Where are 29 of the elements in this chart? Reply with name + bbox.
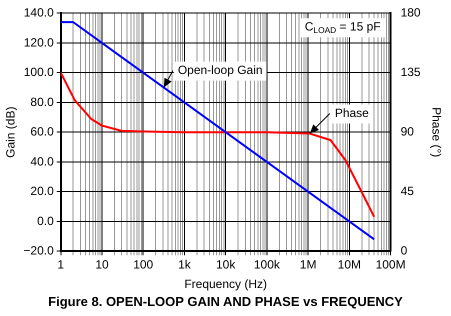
x-tick-label: 1	[57, 258, 64, 272]
y-tick-label: 140.0	[24, 6, 54, 20]
x-tick-label: 10k	[216, 258, 236, 272]
y-tick-label: 20.0	[30, 184, 54, 198]
y2-tick-label: 180	[400, 6, 421, 20]
y2-tick-label: 135	[400, 65, 421, 80]
y-tick-label: 60.0	[30, 124, 54, 139]
y-tick-label: 0.0	[37, 214, 54, 228]
x-tick-label: 1M	[300, 258, 316, 272]
y-tick-label: 120.0	[24, 35, 54, 50]
text: Figure 8. OPEN-LOOP GAIN AND PHASE vs FREQUENCY	[47, 294, 404, 309]
x-axis-title: Frequency (Hz)	[184, 277, 268, 292]
y-axis-title: Gain (dB)	[4, 106, 18, 158]
y-tick-label: 100.0	[24, 65, 54, 80]
x-tick-label: 100M	[376, 258, 406, 272]
x-tick-label: 1k	[178, 258, 192, 272]
y2-tick-label: 90	[400, 124, 414, 139]
y2-tick-label: 0	[400, 244, 408, 258]
x-tick-label: 10	[95, 258, 109, 272]
series-label: Open-loop Gain	[178, 62, 263, 77]
x-tick-label: 100	[133, 258, 154, 272]
y-tick-label: 40.0	[30, 154, 54, 168]
x-tick-label: 10M	[338, 258, 362, 272]
series-label: Phase	[334, 106, 370, 120]
y2-tick-label: 45	[400, 184, 414, 198]
y2-axis-title: Phase (°)	[429, 107, 444, 158]
y-tick-label: −20.0	[23, 244, 54, 258]
y-tick-label: 80.0	[30, 94, 54, 109]
x-tick-label: 100k	[254, 258, 281, 272]
